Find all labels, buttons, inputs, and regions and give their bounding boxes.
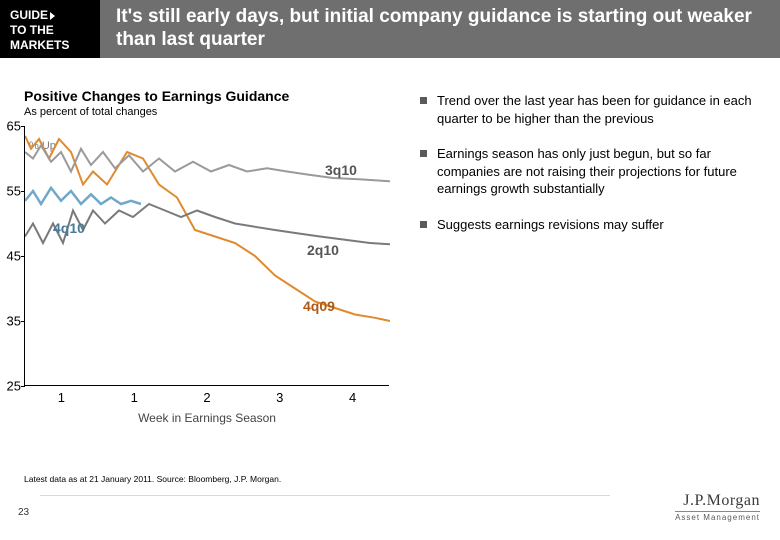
series-4q10: [25, 188, 141, 204]
bullet-icon: [420, 150, 427, 157]
chart-column: Positive Changes to Earnings Guidance As…: [24, 88, 394, 386]
content: Positive Changes to Earnings Guidance As…: [0, 58, 780, 386]
bullet-item: Trend over the last year has been for gu…: [420, 92, 756, 127]
chart-title: Positive Changes to Earnings Guidance: [24, 88, 394, 104]
series-label-2q10: 2q10: [307, 242, 339, 258]
arrow-icon: [50, 12, 55, 20]
y-tick-label: 55: [0, 184, 21, 199]
footer-rule: [40, 495, 610, 496]
x-tick-label: 2: [171, 390, 244, 405]
x-tick-label: 1: [98, 390, 171, 405]
page-title: It's still early days, but initial compa…: [116, 6, 764, 52]
brand-line3: MARKETS: [10, 38, 90, 53]
logo: J.P.Morgan Asset Management: [675, 492, 760, 522]
brand-block: GUIDE TO THE MARKETS: [0, 0, 100, 58]
series-label-4q10: 4q10: [53, 220, 85, 236]
x-axis-title: Week in Earnings Season: [25, 411, 389, 425]
bullet-text: Trend over the last year has been for gu…: [437, 92, 756, 127]
footnote: Latest data as at 21 January 2011. Sourc…: [24, 474, 281, 484]
bullet-text: Earnings season has only just begun, but…: [437, 145, 756, 198]
logo-sub: Asset Management: [675, 511, 760, 522]
brand-line2: TO THE: [10, 23, 90, 38]
bullet-icon: [420, 221, 427, 228]
y-tick-label: 35: [0, 314, 21, 329]
logo-main: J.P.Morgan: [675, 492, 760, 510]
bullet-item: Earnings season has only just begun, but…: [420, 145, 756, 198]
page-number: 23: [18, 507, 29, 518]
chart-subtitle: As percent of total changes: [24, 106, 394, 118]
y-tick-label: 45: [0, 249, 21, 264]
x-tick-label: 3: [243, 390, 316, 405]
x-tick-label: 1: [25, 390, 98, 405]
bullet-list: Trend over the last year has been for gu…: [420, 88, 756, 386]
x-tick-label: 4: [316, 390, 389, 405]
x-labels: 11234: [25, 390, 389, 405]
brand-line1: GUIDE: [10, 8, 48, 22]
bullet-icon: [420, 97, 427, 104]
series-label-4q09: 4q09: [303, 298, 335, 314]
header: GUIDE TO THE MARKETS It's still early da…: [0, 0, 780, 58]
bullet-item: Suggests earnings revisions may suffer: [420, 216, 756, 234]
series-label-3q10: 3q10: [325, 162, 357, 178]
line-chart: % Up 11234 Week in Earnings Season 25354…: [24, 126, 389, 386]
bullet-text: Suggests earnings revisions may suffer: [437, 216, 664, 234]
y-tick-label: 25: [0, 379, 21, 394]
title-bar: It's still early days, but initial compa…: [100, 0, 780, 58]
y-tick-label: 65: [0, 119, 21, 134]
